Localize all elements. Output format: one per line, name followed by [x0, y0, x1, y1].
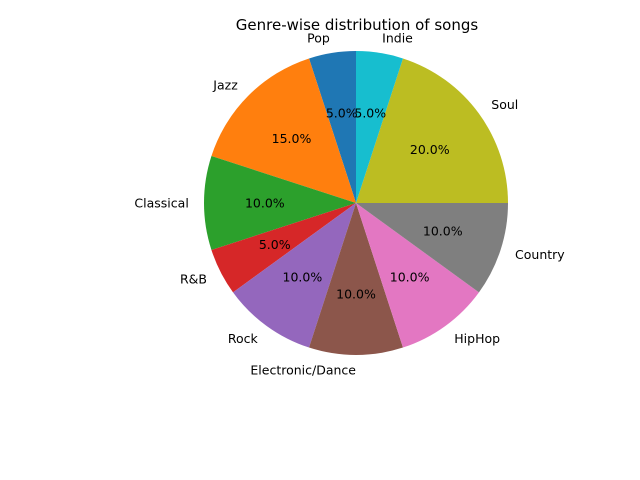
slice-label: Classical: [134, 196, 188, 211]
slice-percent-label: 5.0%: [354, 105, 386, 120]
pie-slice-soul: [356, 58, 508, 203]
pie-slices: [204, 51, 508, 355]
slice-label: Pop: [307, 30, 330, 45]
slice-labels: Pop Jazz Classical R&B Rock Electronic/Dance H…: [134, 30, 565, 377]
pie-slice-hiphop: [356, 203, 479, 348]
slice-label: Electronic/Dance: [250, 363, 356, 378]
slice-label: R&B: [180, 271, 207, 286]
pie-slice-rock: [233, 203, 356, 348]
slice-percent-label: 10.0%: [423, 224, 463, 239]
pie-slice-pop: [309, 51, 356, 203]
pie-slice-classical: [204, 156, 356, 250]
pie-slice-country: [356, 203, 508, 293]
pie-slice-indie: [356, 51, 403, 203]
slice-percent-label: 10.0%: [283, 269, 323, 284]
slice-label: Soul: [491, 97, 518, 112]
pie-slice-electronic-dance: [309, 203, 403, 355]
slice-label: Country: [515, 247, 565, 262]
percent-labels: 5.0% 15.0% 10.0% 5.0% 10.0% 10.0% 10.0% 10.0% 20…: [245, 105, 463, 301]
slice-label: Jazz: [212, 77, 238, 92]
chart-title: Genre-wise distribution of songs: [236, 16, 479, 34]
slice-percent-label: 5.0%: [326, 105, 358, 120]
slice-percent-label: 5.0%: [259, 237, 291, 252]
slice-label: Indie: [382, 30, 413, 45]
slice-percent-label: 10.0%: [336, 287, 376, 302]
slice-percent-label: 15.0%: [272, 131, 312, 146]
slice-percent-label: 10.0%: [245, 196, 285, 211]
slice-percent-label: 10.0%: [390, 269, 430, 284]
pie-slice-jazz: [211, 58, 356, 203]
slice-label: HipHop: [454, 331, 500, 346]
slice-percent-label: 20.0%: [410, 142, 450, 157]
pie-slice-r-b: [211, 203, 356, 293]
slice-label: Rock: [228, 331, 259, 346]
